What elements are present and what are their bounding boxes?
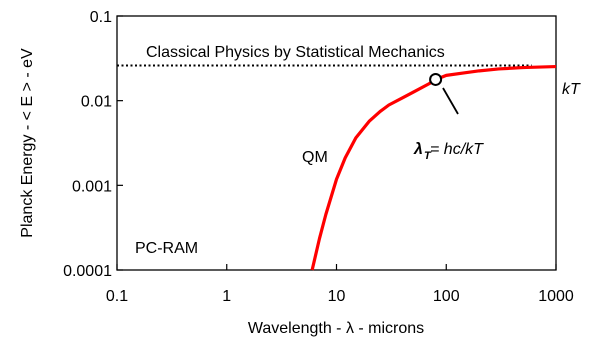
y-tick-label: 0.1 <box>90 9 112 26</box>
classical-physics-label: Classical Physics by Statistical Mechani… <box>146 44 445 61</box>
marker-pointer-line <box>442 87 459 115</box>
x-tick-label: 100 <box>433 288 460 305</box>
lambda-symbol: λ <box>413 141 423 158</box>
x-tick-label: 1 <box>222 288 231 305</box>
y-tick-label: 0.0001 <box>63 263 112 280</box>
pc-ram-label: PC-RAM <box>135 240 198 257</box>
y-tick-label: 0.001 <box>72 178 112 195</box>
tick-labels: 0.1 1 10 100 1000 0.0001 0.001 0.01 0.1 <box>63 9 574 305</box>
x-axis-title: Wavelength - λ - microns <box>248 320 424 337</box>
x-tick-label: 0.1 <box>106 288 128 305</box>
x-tick-label: 10 <box>328 288 346 305</box>
lambda-equation: = hc/kT <box>430 141 484 158</box>
x-tick-label: 1000 <box>538 288 574 305</box>
y-tick-label: 0.01 <box>81 94 112 111</box>
lambda-t-label: λ T = hc/kT <box>413 141 484 162</box>
lambda-t-marker <box>429 72 443 86</box>
lambda-subscript: T <box>424 150 432 162</box>
axis-ticks <box>116 15 557 271</box>
qm-curve <box>310 64 557 271</box>
y-axis-title: Planck Energy - < E > - eV <box>19 48 36 238</box>
kt-label: kT <box>562 81 581 98</box>
qm-label: QM <box>302 149 328 166</box>
